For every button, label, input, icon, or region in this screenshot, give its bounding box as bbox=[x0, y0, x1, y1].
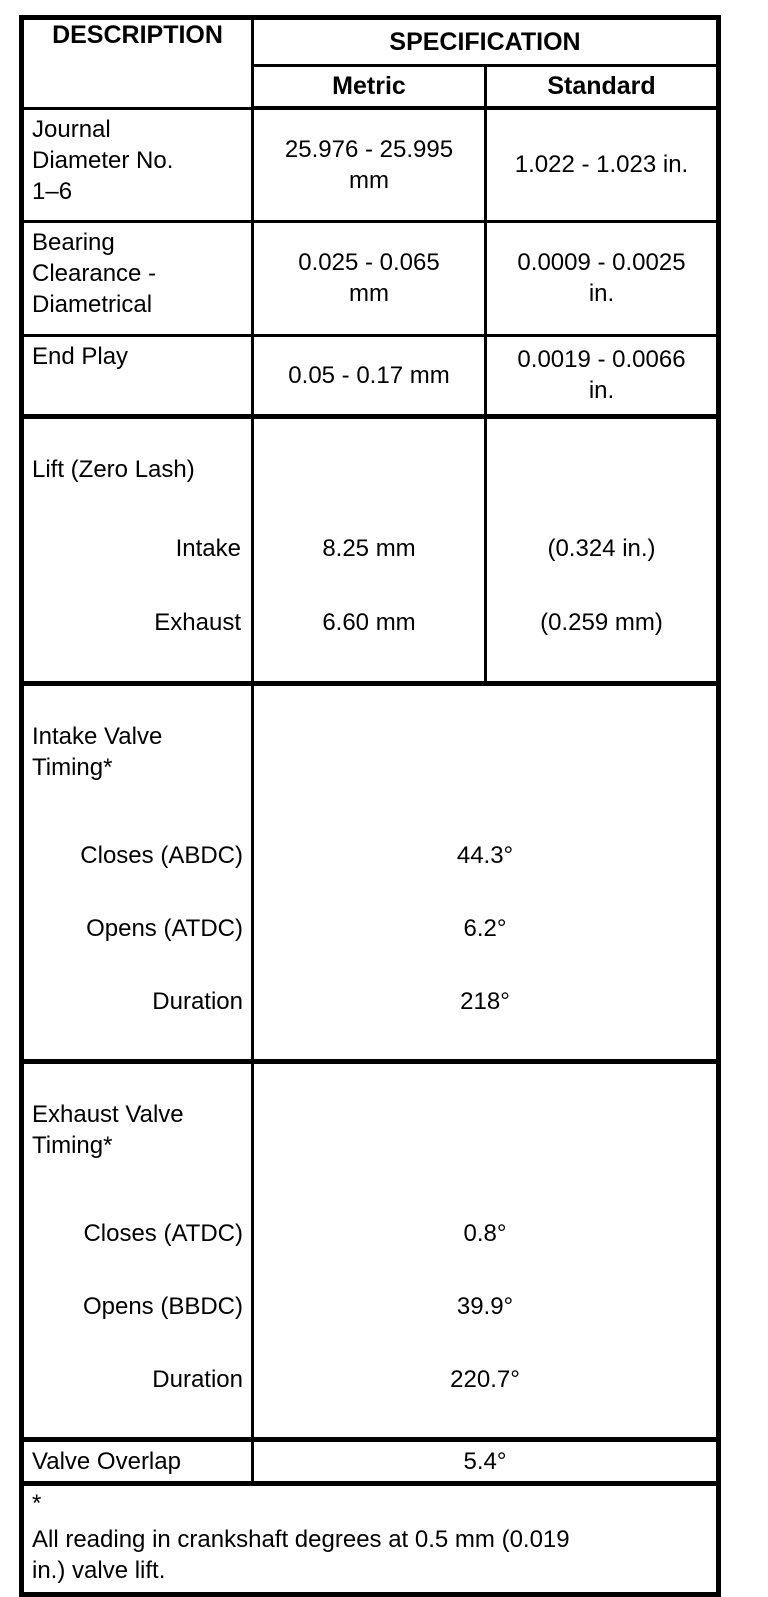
standard-value: 0.0019 - 0.0066 in. bbox=[484, 333, 720, 418]
metric-value: 0.05 - 0.17 mm bbox=[251, 333, 487, 418]
row-valve-overlap: Valve Overlap 5.4° bbox=[20, 1436, 720, 1485]
standard-value-exhaust: (0.259 mm) bbox=[540, 608, 663, 636]
metric-value: 0.025 - 0.065 mm bbox=[251, 219, 487, 337]
column-header-specification: SPECIFICATION bbox=[251, 16, 720, 67]
timing-values: 44.3° 6.2° 218° bbox=[251, 680, 720, 1063]
row-label: Bearing Clearance - Diametrical bbox=[20, 219, 254, 337]
spacer bbox=[258, 721, 712, 809]
footnote-cell: * All reading in crankshaft degrees at 0… bbox=[20, 1480, 720, 1596]
timing-value-duration: 220.7° bbox=[450, 1365, 520, 1393]
column-header-standard: Standard bbox=[484, 64, 720, 110]
timing-value-opens: 6.2° bbox=[463, 914, 507, 942]
footnote-marker: * bbox=[32, 1489, 42, 1517]
specification-table: DESCRIPTION SPECIFICATION Metric Standar… bbox=[19, 15, 721, 1597]
row-intake-valve-timing: Intake Valve Timing* Closes (ABDC) Opens… bbox=[20, 680, 720, 1063]
camshaft-specification-page: DESCRIPTION SPECIFICATION Metric Standar… bbox=[19, 15, 721, 1597]
header-row-top: DESCRIPTION SPECIFICATION bbox=[20, 16, 720, 110]
row-label: Journal Diameter No. 1–6 bbox=[20, 106, 254, 223]
row-bearing-clearance: Bearing Clearance - Diametrical 0.025 - … bbox=[20, 219, 720, 337]
sub-row-label-duration: Duration bbox=[152, 1365, 243, 1393]
timing-value-opens: 39.9° bbox=[456, 1292, 514, 1320]
sub-row-label-opens: Opens (BBDC) bbox=[82, 1292, 243, 1320]
row-end-play: End Play 0.05 - 0.17 mm 0.0019 - 0.0066 … bbox=[20, 333, 720, 418]
standard-value-group: (0.324 in.) (0.259 mm) bbox=[484, 413, 720, 685]
row-lift-zero-lash: Lift (Zero Lash) Intake Exhaust 8.25 mm … bbox=[20, 413, 720, 685]
row-footnote: * All reading in crankshaft degrees at 0… bbox=[20, 1480, 720, 1596]
metric-value-group: 8.25 mm 6.60 mm bbox=[251, 413, 487, 685]
group-title: Intake Valve Timing* bbox=[32, 722, 163, 781]
metric-value: 25.976 - 25.995 mm bbox=[251, 106, 487, 223]
timing-value-duration: 218° bbox=[460, 987, 510, 1015]
spacer bbox=[258, 1099, 712, 1187]
spacer bbox=[258, 454, 480, 502]
row-label-group: Intake Valve Timing* Closes (ABDC) Opens… bbox=[20, 680, 254, 1063]
row-label-group: Exhaust Valve Timing* Closes (ATDC) Open… bbox=[20, 1058, 254, 1441]
column-header-description: DESCRIPTION bbox=[20, 16, 254, 110]
header-row-units: Metric Standard bbox=[22, 64, 720, 110]
metric-value-intake: 8.25 mm bbox=[322, 534, 416, 562]
standard-value: 0.0009 - 0.0025 in. bbox=[484, 219, 720, 337]
timing-value-closes: 44.3° bbox=[456, 841, 514, 869]
metric-value-exhaust: 6.60 mm bbox=[322, 608, 416, 636]
row-exhaust-valve-timing: Exhaust Valve Timing* Closes (ATDC) Open… bbox=[20, 1058, 720, 1441]
footnote-text: All reading in crankshaft degrees at 0.5… bbox=[32, 1525, 570, 1584]
overlap-value: 5.4° bbox=[251, 1436, 720, 1485]
sub-row-label-exhaust: Exhaust bbox=[154, 608, 241, 636]
sub-row-label-intake: Intake bbox=[175, 534, 241, 562]
row-label: End Play bbox=[20, 333, 254, 418]
row-label-group: Lift (Zero Lash) Intake Exhaust bbox=[20, 413, 254, 685]
standard-value-intake: (0.324 in.) bbox=[547, 534, 656, 562]
sub-row-label-closes: Closes (ATDC) bbox=[83, 1219, 243, 1247]
row-label: Valve Overlap bbox=[20, 1436, 254, 1485]
timing-values: 0.8° 39.9° 220.7° bbox=[251, 1058, 720, 1441]
group-title: Lift (Zero Lash) bbox=[32, 455, 195, 483]
row-journal-diameter: Journal Diameter No. 1–6 25.976 - 25.995… bbox=[20, 106, 720, 223]
column-header-metric: Metric bbox=[251, 64, 487, 110]
group-title: Exhaust Valve Timing* bbox=[32, 1100, 184, 1159]
spacer bbox=[491, 454, 712, 502]
sub-row-label-duration: Duration bbox=[152, 987, 243, 1015]
standard-value: 1.022 - 1.023 in. bbox=[484, 106, 720, 223]
sub-row-label-closes: Closes (ABDC) bbox=[80, 841, 243, 869]
sub-row-label-opens: Opens (ATDC) bbox=[86, 914, 243, 942]
timing-value-closes: 0.8° bbox=[463, 1219, 507, 1247]
